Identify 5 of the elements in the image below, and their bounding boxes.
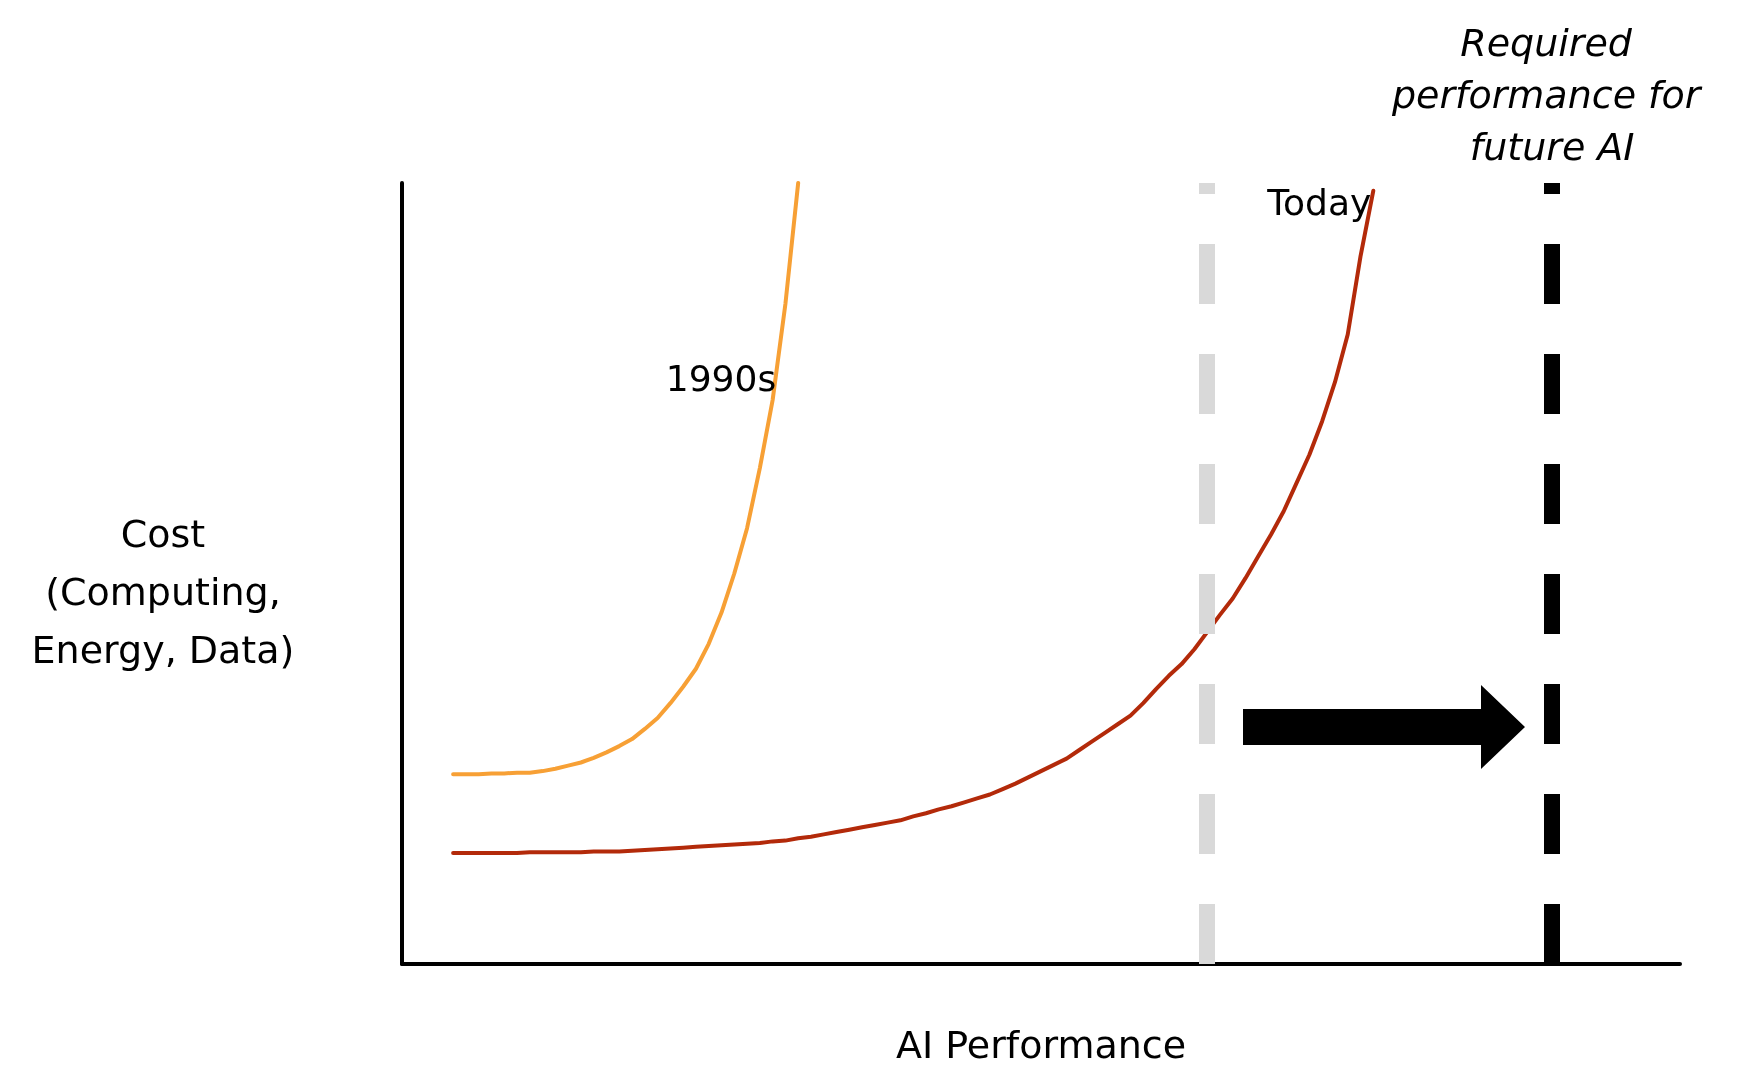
x-axis-title: AI Performance — [895, 1023, 1187, 1067]
text: Required performance for future AI — [1390, 21, 1713, 169]
series-label: Today — [1266, 182, 1372, 224]
series-label: 1990s — [665, 357, 777, 399]
y-axis-title: Cost (Computing, Energy, Data) — [30, 511, 296, 674]
